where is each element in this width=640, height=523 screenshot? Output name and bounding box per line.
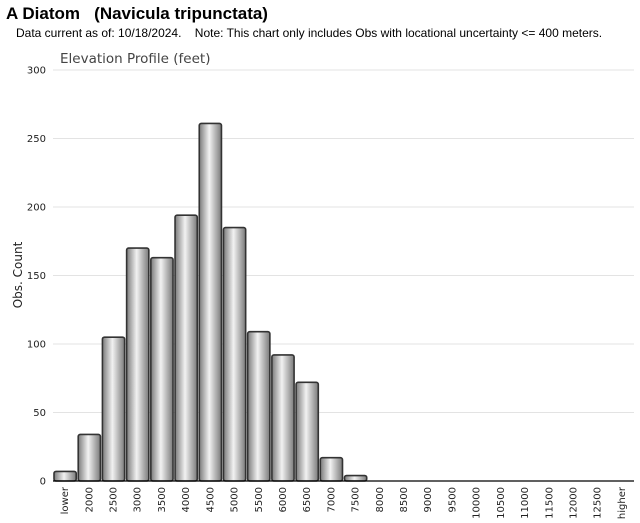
bar-5500 [246,330,271,482]
x-tick-label: 7500 [351,487,362,512]
x-tick-label: 6500 [302,487,313,512]
bar-lower [53,470,78,482]
y-tick-label: 0 [40,477,46,488]
x-tick-label: 12500 [593,487,604,519]
y-axis-label: Obs. Count [11,241,25,308]
y-tick-label: 300 [27,66,46,77]
bar-7000 [319,456,344,482]
y-tick-label: 100 [27,340,46,351]
x-tick-label: 9500 [447,487,458,512]
x-tick-label: 10500 [496,487,507,519]
bar-4000 [174,214,199,482]
x-tick-label: 4000 [181,487,192,512]
x-tick-label: 5000 [230,487,241,512]
x-tick-label: 9000 [423,487,434,512]
page-title: A Diatom (Navicula tripunctata) [6,4,268,23]
bar-2000 [77,433,102,482]
x-tick-label: higher [617,486,628,519]
x-tick-label: 7000 [326,487,337,512]
bar-5000 [222,226,247,482]
chart-title: Elevation Profile (feet) [60,51,210,67]
x-tick-label: 3000 [133,487,144,512]
x-tick-label: 10000 [472,487,483,519]
bar-3500 [150,256,174,482]
x-tick-label: 6000 [278,487,289,512]
x-tick-label: 8500 [399,487,410,512]
bar-3000 [125,247,150,482]
data-note: Data current as of: 10/18/2024. Note: Th… [16,26,603,40]
y-tick-label: 50 [33,408,46,419]
x-tick-label: 4500 [205,487,216,512]
bar-2500 [101,336,126,482]
axes: 0 50 100 150 200 250 300 lower 2000 2500 3000 3500 4… [27,66,634,519]
x-tick-label: 5500 [254,487,265,512]
x-tick-label: 11500 [544,487,555,519]
x-tick-label: 2500 [109,487,120,512]
bar-6000 [271,354,295,482]
x-tick-label: lower [60,486,71,514]
x-tick-label: 8000 [375,487,386,512]
x-tick-label: 2000 [84,487,95,512]
bars [53,122,368,482]
x-tick-label: 3500 [157,487,168,512]
y-tick-label: 250 [27,134,46,145]
x-tick-label: 11000 [520,487,531,519]
bar-4500 [198,122,223,482]
x-tick-label: 12000 [568,487,579,519]
bar-7500 [343,474,368,482]
grid-lines [53,69,634,413]
bar-6500 [295,381,320,482]
y-tick-label: 150 [27,271,46,282]
y-tick-label: 200 [27,203,46,214]
